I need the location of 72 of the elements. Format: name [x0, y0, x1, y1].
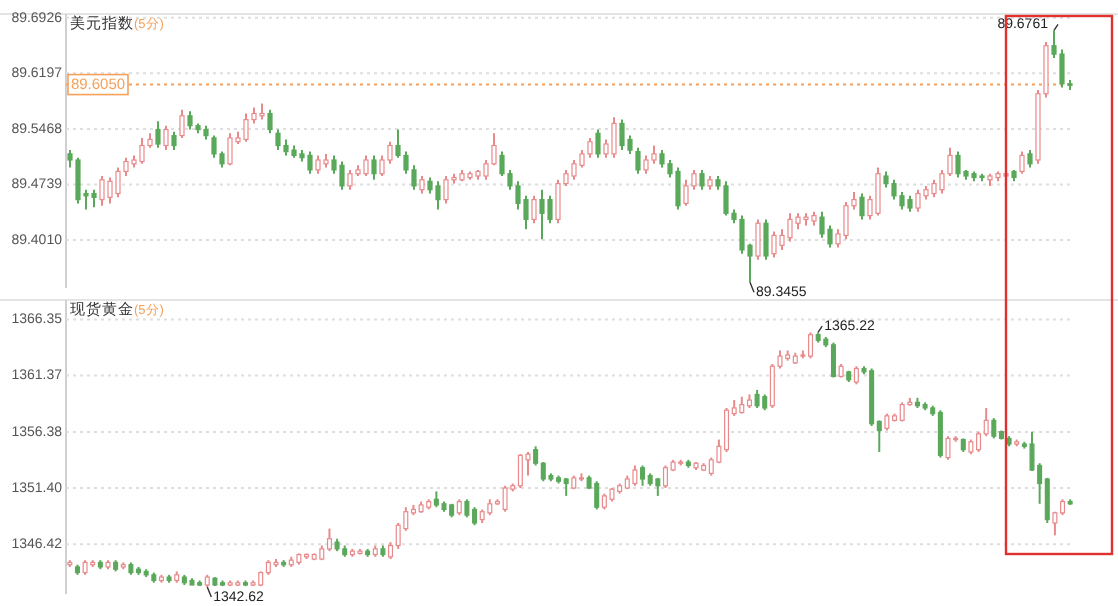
candlestick: [611, 116, 617, 159]
candlestick: [139, 136, 145, 165]
candlestick: [275, 128, 281, 152]
candlestick: [99, 175, 105, 207]
candlestick: [754, 388, 760, 409]
candlestick: [539, 188, 545, 241]
candlestick: [643, 154, 649, 175]
candlestick: [1019, 150, 1025, 175]
candlestick: [547, 194, 553, 225]
candlestick: [517, 453, 523, 490]
candlestick: [875, 166, 881, 217]
candlestick: [371, 154, 377, 181]
candlestick: [991, 417, 997, 440]
candlestick: [915, 188, 921, 213]
candlestick: [163, 124, 169, 152]
candlestick: [853, 365, 859, 386]
candlestick: [115, 166, 121, 199]
candlestick: [635, 146, 641, 175]
candlestick: [502, 484, 508, 513]
candlestick: [243, 112, 249, 143]
candlestick: [675, 166, 681, 211]
candlestick: [739, 214, 745, 255]
candlestick: [326, 527, 332, 553]
candlestick: [435, 180, 441, 211]
candlestick: [555, 178, 561, 225]
candlestick: [830, 341, 836, 379]
candlestick: [347, 168, 353, 191]
candlestick: [443, 175, 449, 205]
candlestick: [187, 110, 193, 131]
candlestick: [531, 194, 537, 225]
candlestick: [763, 218, 769, 261]
candlestick: [945, 435, 951, 461]
candlestick: [632, 464, 638, 487]
candlestick: [594, 480, 600, 511]
candlestick: [227, 132, 233, 167]
candlestick: [891, 178, 897, 201]
candlestick: [769, 363, 775, 409]
candlestick: [211, 134, 217, 159]
candlestick: [587, 136, 593, 159]
candlestick: [363, 154, 369, 177]
candlestick: [723, 180, 729, 217]
candlestick: [859, 192, 865, 221]
candlestick: [179, 108, 185, 139]
candlestick: [955, 150, 961, 179]
candlestick: [819, 210, 825, 239]
candlestick: [267, 108, 273, 135]
candlestick: [75, 156, 81, 205]
candlestick: [651, 144, 657, 165]
candlestick: [307, 150, 313, 175]
candlestick: [107, 176, 113, 205]
candlestick: [464, 498, 470, 519]
candlestick: [683, 178, 689, 207]
candlestick: [640, 464, 646, 487]
candlestick: [595, 128, 601, 159]
candlestick: [339, 160, 345, 191]
candlestick: [315, 154, 321, 175]
candlestick: [843, 200, 849, 241]
candlestick: [619, 118, 625, 152]
candlestick: [808, 331, 814, 360]
candlestick: [699, 168, 705, 191]
candlestick: [771, 230, 777, 259]
candlestick: [755, 218, 761, 261]
candlestick: [155, 120, 161, 149]
candlestick: [662, 464, 668, 490]
candlestick: [937, 409, 943, 459]
candlestick: [472, 506, 478, 527]
candlestick: [899, 401, 905, 423]
candlestick: [1059, 48, 1065, 89]
candlestick: [171, 130, 177, 152]
candlestick: [571, 159, 577, 181]
candlestick: [787, 212, 793, 243]
candlestick: [827, 224, 833, 249]
